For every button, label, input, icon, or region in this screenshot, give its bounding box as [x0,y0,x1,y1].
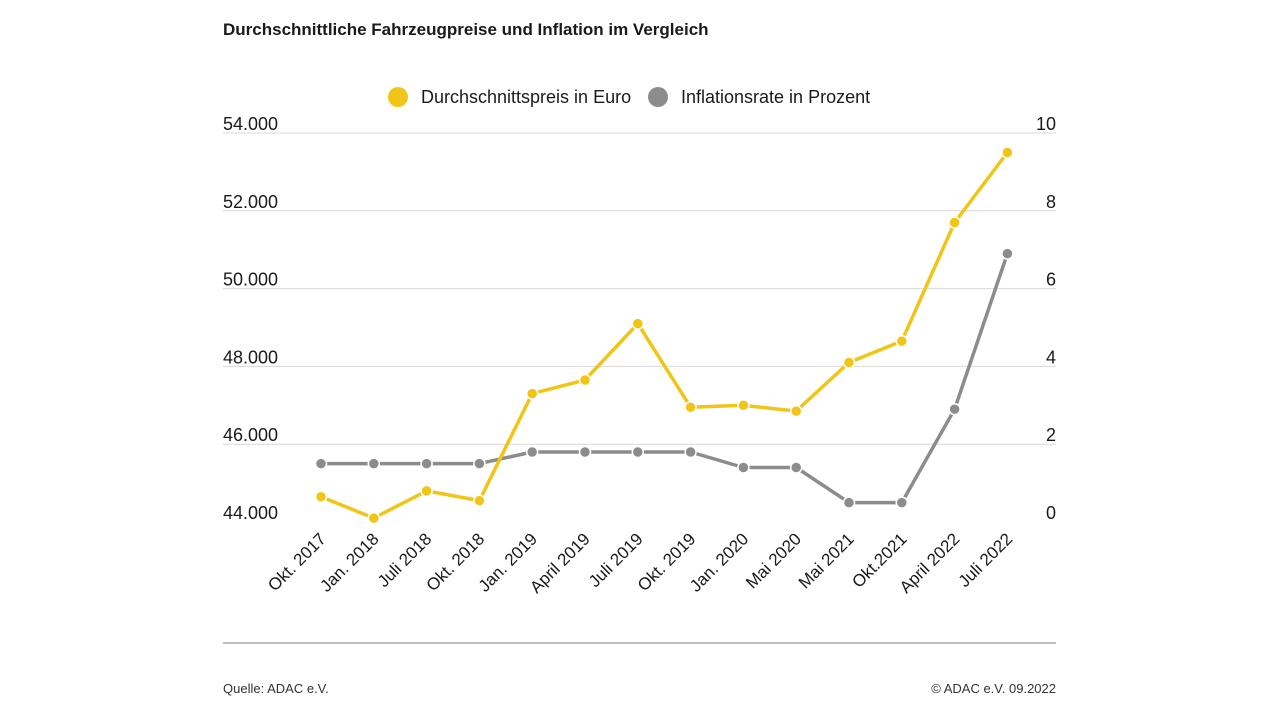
right-tick-label: 0 [1046,503,1056,523]
inflation-point [314,457,328,470]
legend-marker-inflation [648,87,668,107]
left-tick-label: 48.000 [223,347,278,367]
left-tick-label: 52.000 [223,192,278,212]
left-tick-label: 46.000 [223,425,278,445]
price-point [525,387,539,400]
inflation-line [319,251,1010,505]
legend-label-inflation: Inflationsrate in Prozent [681,87,870,107]
x-tick-label: Juli 2022 [955,529,1017,591]
x-tick-label: Mai 2021 [795,529,858,592]
gridlines [223,132,1056,445]
price-point [314,490,328,503]
copyright-note: © ADAC e.V. 09.2022 [931,681,1056,696]
inflation-point [420,457,433,470]
legend-marker-price [388,87,408,107]
inflation-point [895,496,909,509]
inflation-point [578,445,592,459]
bottom-divider [223,642,1056,644]
price-point [842,356,856,369]
price-point [948,216,961,229]
price-point [367,511,381,525]
legend: Durchschnittspreis in Euro Inflationsrat… [388,87,870,107]
inflation-point [842,496,856,509]
source-note: Quelle: ADAC e.V. [223,681,329,696]
price-point [737,399,750,412]
inflation-point [525,445,539,459]
price-point [631,317,645,330]
left-tick-label: 50.000 [223,270,278,290]
price-point [684,400,697,414]
right-tick-label: 2 [1046,425,1056,445]
inflation-point [367,457,381,470]
inflation-point [737,461,750,474]
inflation-point [789,461,803,474]
right-tick-label: 4 [1046,347,1056,367]
right-axis: 0 2 4 6 8 10 [1036,114,1056,523]
inflation-point [631,445,645,459]
price-line [319,150,1010,520]
x-tick-label: Mai 2020 [742,529,805,592]
right-tick-label: 10 [1036,114,1056,134]
price-point [473,494,486,507]
left-axis: 44.000 46.000 48.000 50.000 52.000 54.000 [223,114,278,523]
line-chart: Durchschnittspreis in Euro Inflationsrat… [223,87,1056,597]
price-point [578,373,592,387]
left-tick-label: 54.000 [223,114,278,134]
inflation-point [948,402,961,416]
left-tick-label: 44.000 [223,503,278,523]
inflation-point [1001,247,1014,260]
series-price [314,146,1014,525]
chart-title: Durchschnittliche Fahrzeugpreise und Inf… [223,20,709,39]
series-layer [314,146,1014,525]
price-point [895,334,909,348]
inflation-point [473,457,486,470]
series-inflation [314,247,1014,509]
right-tick-label: 6 [1046,270,1056,290]
inflation-point [684,445,697,459]
price-point [1001,146,1014,159]
price-point [789,404,803,418]
price-point [420,484,433,498]
right-tick-label: 8 [1046,192,1056,212]
legend-label-price: Durchschnittspreis in Euro [421,87,631,107]
